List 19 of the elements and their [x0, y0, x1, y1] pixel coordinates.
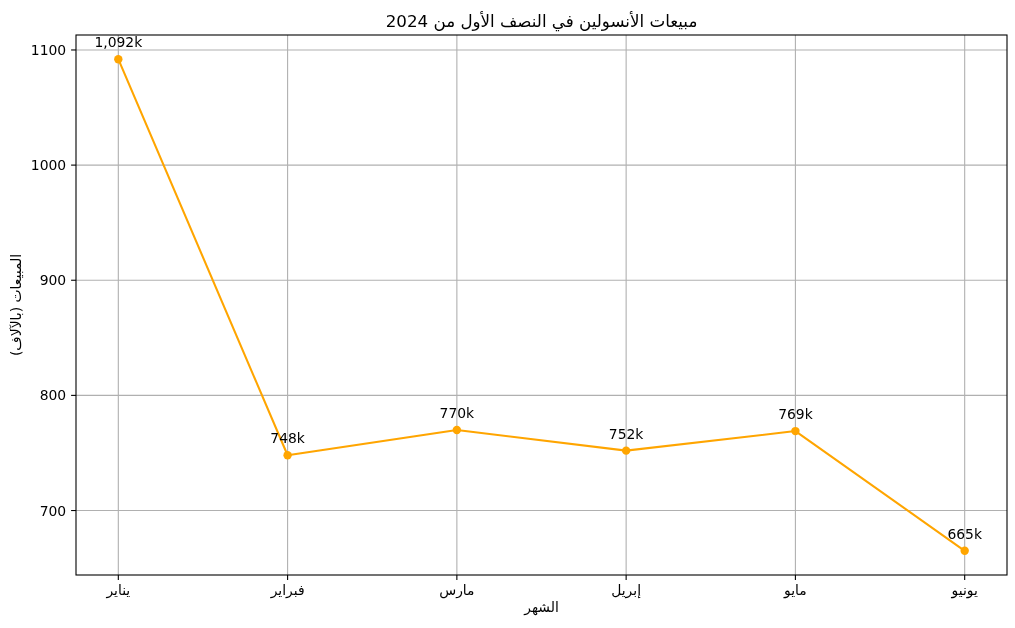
data-label: 769k [778, 406, 813, 423]
x-tick-label: مارس [439, 582, 475, 598]
data-label: 665k [947, 525, 982, 542]
y-tick-label: 700 [39, 502, 67, 519]
y-tick-label: 800 [39, 387, 67, 404]
y-axis-title: المبيعات (بالآلاف) [8, 253, 24, 357]
title: مبيعات الأنسولين في النصف الأول من 2024 [385, 11, 698, 31]
x-tick-label: مايو [784, 582, 807, 598]
data-label: 770k [439, 404, 475, 421]
x-tick-label: إبريل [611, 582, 642, 598]
y-tick-label: 1000 [30, 157, 67, 174]
x-tick-label: يناير [106, 582, 131, 598]
x-tick-label: يونيو [951, 582, 978, 598]
data-label: 752k [608, 425, 644, 442]
x-axis-title: الشهر [524, 599, 559, 615]
data-label: 1,092k [94, 34, 143, 51]
y-tick-label: 900 [39, 272, 67, 289]
y-tick-label: 1100 [30, 41, 67, 58]
x-tick-label: فبراير [270, 582, 305, 598]
